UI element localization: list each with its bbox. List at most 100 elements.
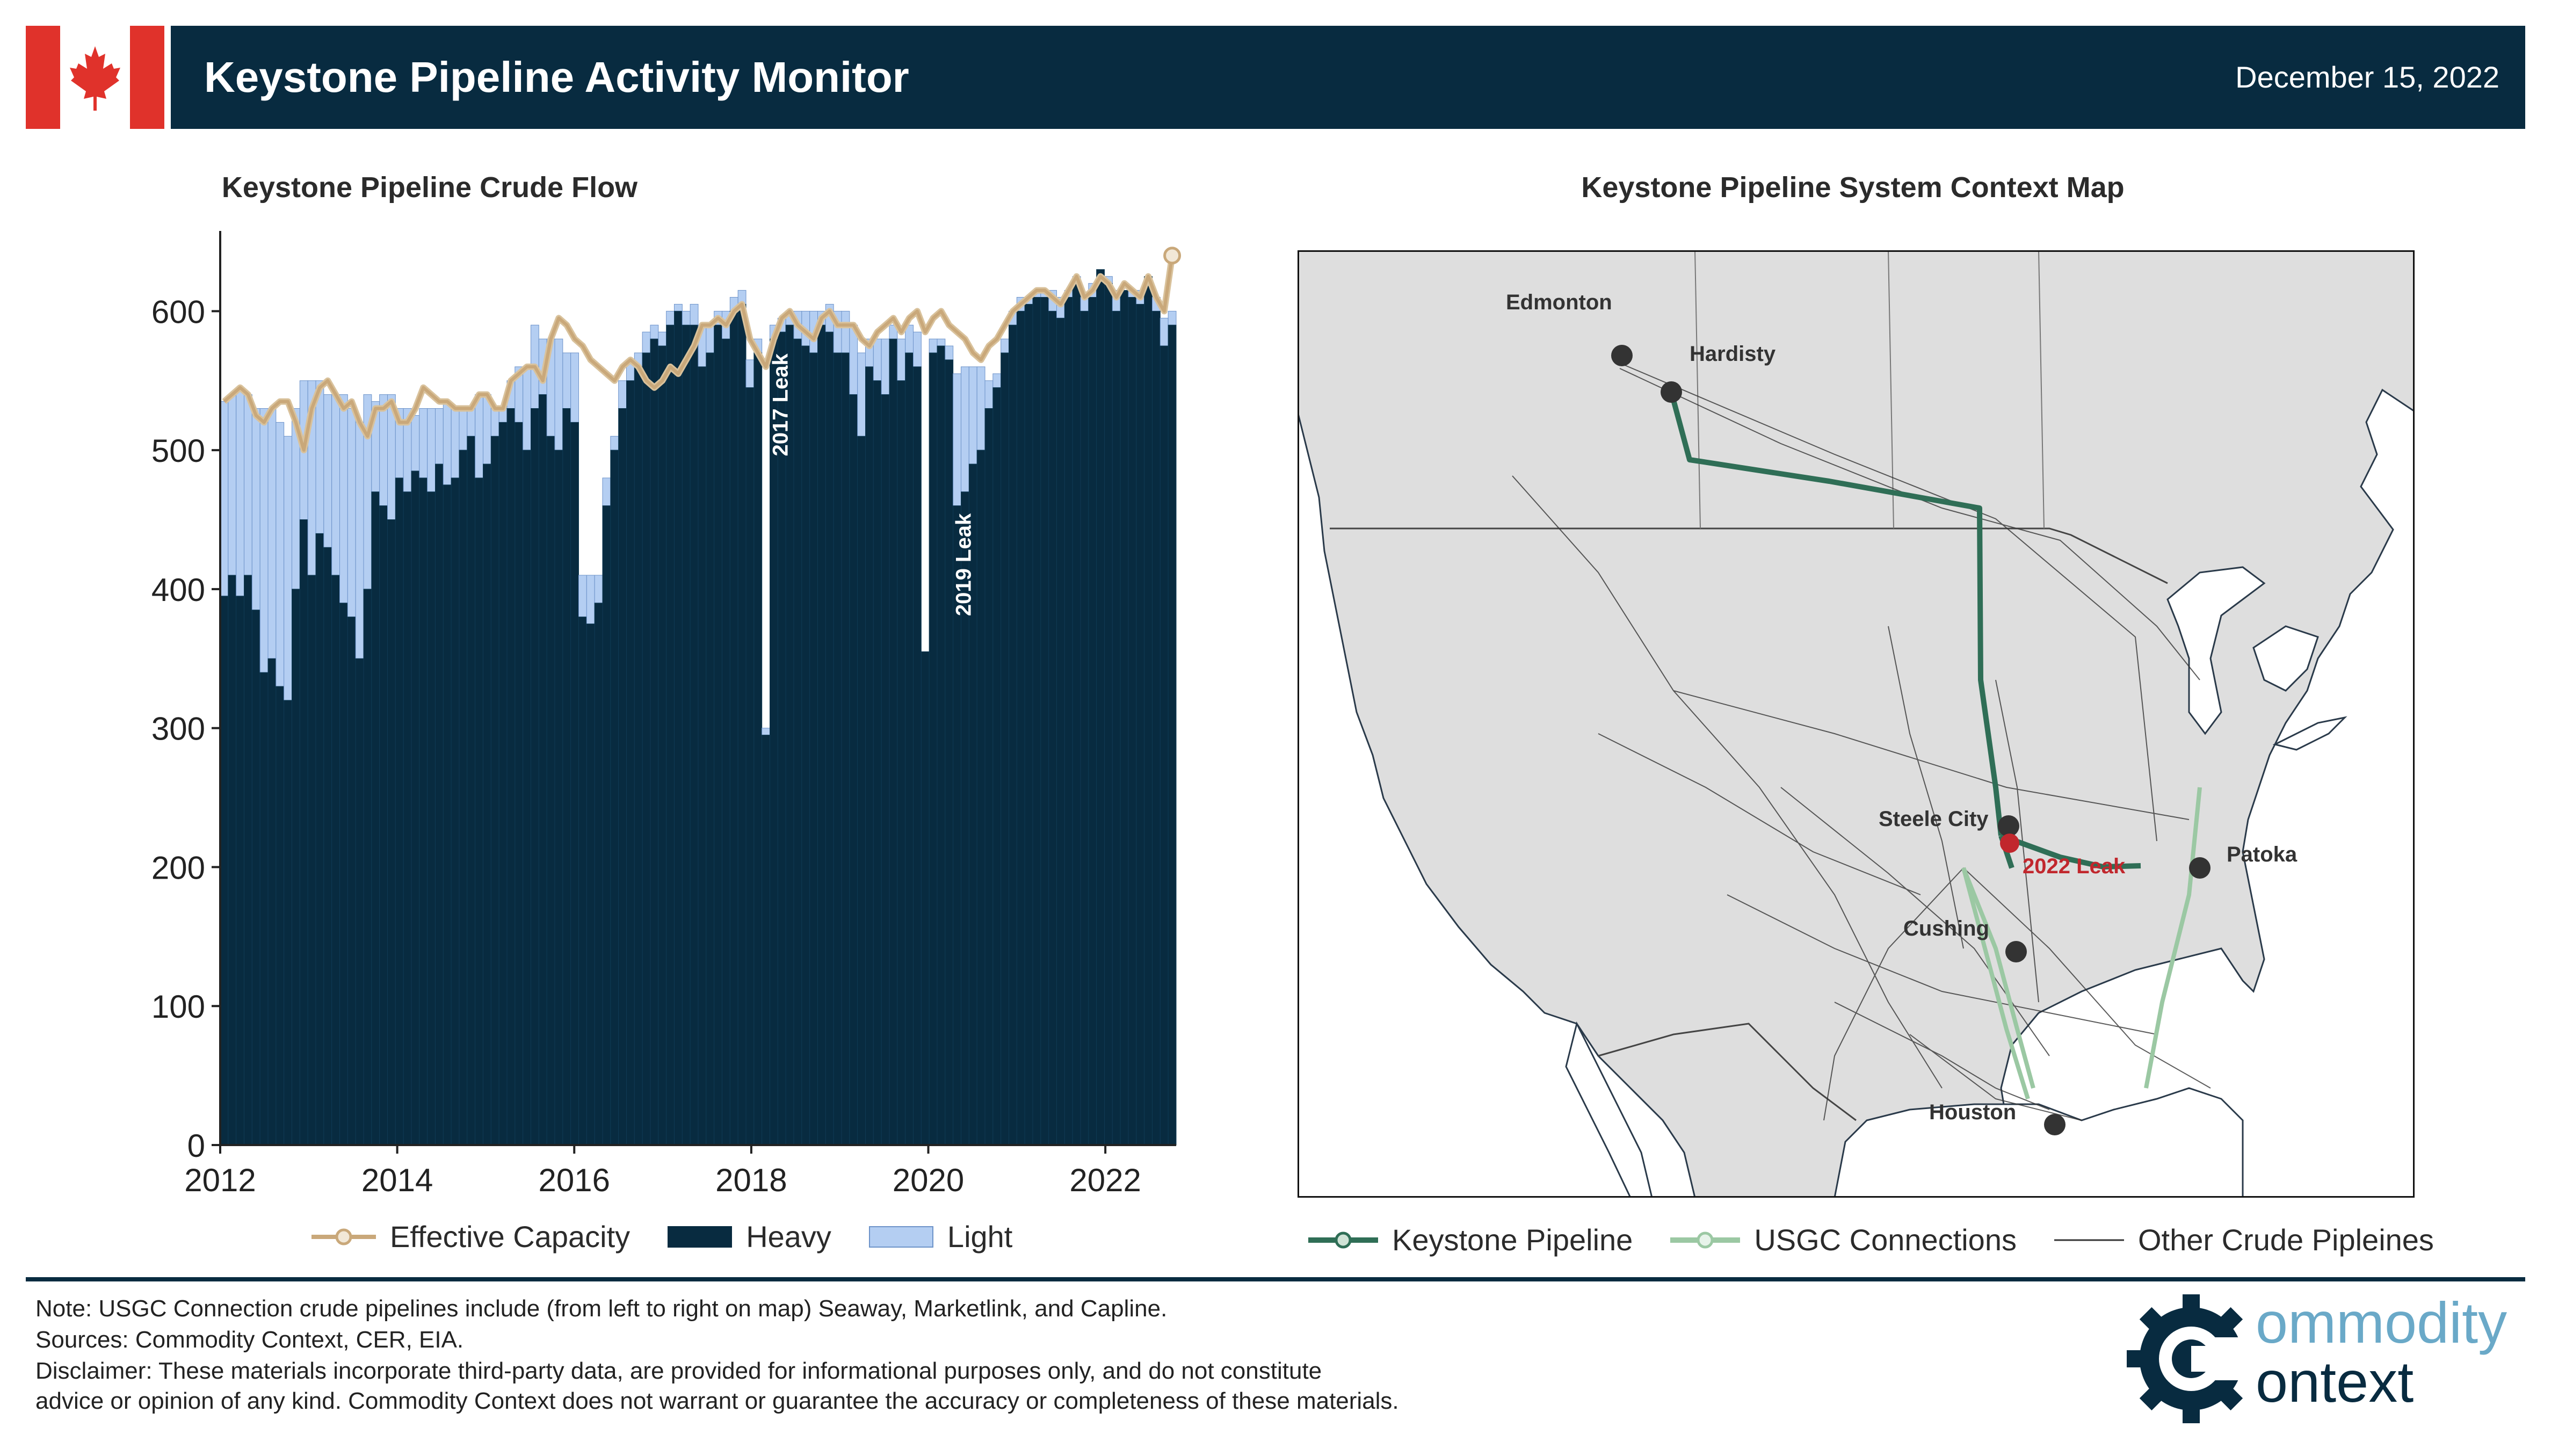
light-bar bbox=[610, 436, 619, 451]
heavy-bar bbox=[913, 366, 922, 1146]
heavy-bar bbox=[698, 366, 707, 1146]
heavy-bar bbox=[443, 484, 452, 1146]
heavy-bar bbox=[244, 575, 252, 1146]
heavy-bar bbox=[674, 310, 683, 1146]
y-tick-label: 200 bbox=[151, 850, 205, 886]
heavy-bar bbox=[801, 345, 810, 1146]
heavy-bar bbox=[267, 658, 277, 1146]
heavy-bar bbox=[1144, 276, 1153, 1146]
footer-note: Note: USGC Connection crude pipelines in… bbox=[35, 1295, 1168, 1322]
leak-annotation: 2019 Leak bbox=[952, 513, 975, 616]
cushing-marker[interactable] bbox=[2005, 941, 2027, 962]
y-tick-label: 300 bbox=[151, 711, 205, 747]
light-bar bbox=[682, 310, 691, 325]
heavy-bar bbox=[602, 505, 611, 1146]
light-bar bbox=[897, 338, 906, 381]
header-bar: Keystone Pipeline Activity Monitor Decem… bbox=[171, 26, 2525, 129]
light-bar bbox=[435, 408, 444, 465]
x-tick-label: 2022 bbox=[1069, 1162, 1141, 1198]
heavy-bar bbox=[498, 422, 508, 1146]
heavy-bar bbox=[523, 450, 532, 1146]
legend-item-capacity: Effective Capacity bbox=[311, 1219, 630, 1254]
flow-chart: 0 100 200 300 400 500 600 2012 2014 2016 2018 2020 2… bbox=[151, 231, 1182, 1198]
light-bar bbox=[618, 380, 627, 409]
light-bar bbox=[762, 728, 770, 736]
heavy-bar bbox=[363, 589, 372, 1146]
heavy-bar bbox=[809, 352, 818, 1146]
patoka-marker[interactable] bbox=[2189, 857, 2211, 879]
heavy-bar bbox=[331, 575, 340, 1146]
heavy-bar bbox=[395, 477, 404, 1146]
light-bar bbox=[419, 408, 428, 479]
light-bar bbox=[992, 373, 1002, 388]
light-bar bbox=[355, 422, 364, 659]
heavy-bar bbox=[220, 596, 229, 1146]
label-hardisty: Hardisty bbox=[1690, 342, 1776, 366]
logo-word-1: ommodity bbox=[2256, 1290, 2507, 1355]
heavy-bar bbox=[1104, 283, 1113, 1146]
light-bar bbox=[259, 408, 269, 673]
flow-chart-title: Keystone Pipeline Crude Flow bbox=[221, 171, 638, 204]
heavy-bar bbox=[762, 735, 770, 1146]
light-bar bbox=[881, 338, 890, 395]
heavy-bar bbox=[292, 589, 300, 1146]
light-bar bbox=[411, 415, 420, 472]
light-bar bbox=[267, 408, 277, 659]
houston-marker[interactable] bbox=[2044, 1114, 2066, 1135]
light-bar bbox=[706, 324, 715, 353]
light-bar bbox=[236, 387, 244, 597]
heavy-bar bbox=[546, 436, 555, 1146]
context-map: Edmonton Hardisty Steele City Patoka Cus… bbox=[1298, 250, 2415, 1198]
heavy-bar bbox=[1088, 297, 1097, 1146]
heavy-bar bbox=[666, 324, 675, 1146]
heavy-bar bbox=[1096, 269, 1105, 1146]
heavy-bar bbox=[873, 380, 882, 1146]
light-bar bbox=[228, 394, 237, 576]
heavy-bar bbox=[236, 596, 244, 1146]
light-bar bbox=[937, 338, 946, 346]
light-bar bbox=[953, 373, 961, 506]
capacity-line bbox=[223, 255, 1174, 452]
heavy-bar bbox=[889, 338, 898, 1146]
steele-city-marker[interactable] bbox=[1998, 815, 2019, 837]
heavy-bar bbox=[339, 603, 348, 1146]
heavy-bar bbox=[770, 338, 778, 1146]
light-bar bbox=[570, 352, 579, 423]
heavy-bar bbox=[514, 422, 524, 1146]
y-tick-label: 100 bbox=[151, 989, 205, 1025]
footer-disclaimer-2: advice or opinion of any kind. Commodity… bbox=[35, 1388, 1399, 1414]
heavy-bar bbox=[284, 700, 293, 1146]
heavy-bar bbox=[1112, 310, 1121, 1146]
label-steele-city: Steele City bbox=[1879, 807, 1989, 831]
heavy-bar bbox=[1001, 352, 1009, 1146]
canada-us-border bbox=[1330, 527, 2168, 584]
light-bar bbox=[690, 303, 699, 325]
light-bar bbox=[490, 408, 499, 437]
label-cushing: Cushing bbox=[1903, 917, 1989, 940]
legend-item-light: Light bbox=[868, 1219, 1012, 1254]
edmonton-marker[interactable] bbox=[1611, 345, 1633, 366]
heavy-bar bbox=[937, 345, 946, 1146]
y-tick-label: 600 bbox=[151, 294, 205, 330]
heavy-bar bbox=[897, 380, 906, 1146]
label-2022-leak: 2022 Leak bbox=[2023, 854, 2126, 878]
light-bar bbox=[323, 394, 332, 548]
hardisty-marker[interactable] bbox=[1661, 381, 1682, 403]
light-bar bbox=[251, 408, 260, 611]
heavy-bar bbox=[403, 491, 412, 1146]
heavy-bar bbox=[578, 617, 587, 1146]
light-bar bbox=[961, 366, 969, 492]
light-bar bbox=[976, 366, 985, 451]
keystone-line-swatch bbox=[1308, 1232, 1378, 1248]
leak-2022-marker[interactable] bbox=[2000, 834, 2019, 853]
heavy-bar bbox=[992, 387, 1002, 1146]
light-bar bbox=[276, 422, 285, 687]
heavy-bar bbox=[1168, 324, 1177, 1146]
heavy-bar bbox=[737, 303, 747, 1146]
light-bar bbox=[586, 575, 595, 625]
light-bar bbox=[650, 324, 659, 339]
heavy-bar bbox=[905, 352, 914, 1146]
heavy-bar bbox=[1064, 297, 1073, 1146]
heavy-bar bbox=[411, 470, 420, 1146]
heavy-bar bbox=[315, 533, 324, 1146]
